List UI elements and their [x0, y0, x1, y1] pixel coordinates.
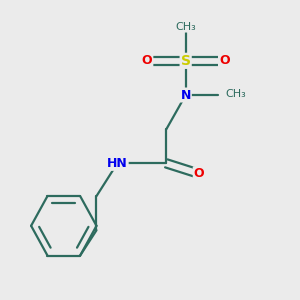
Text: HN: HN: [107, 157, 128, 170]
Text: CH₃: CH₃: [226, 88, 247, 98]
Text: O: O: [194, 167, 204, 180]
Text: N: N: [181, 88, 191, 101]
Text: CH₃: CH₃: [175, 22, 196, 32]
Text: O: O: [142, 54, 152, 67]
Text: S: S: [181, 54, 191, 68]
Text: O: O: [219, 54, 230, 67]
